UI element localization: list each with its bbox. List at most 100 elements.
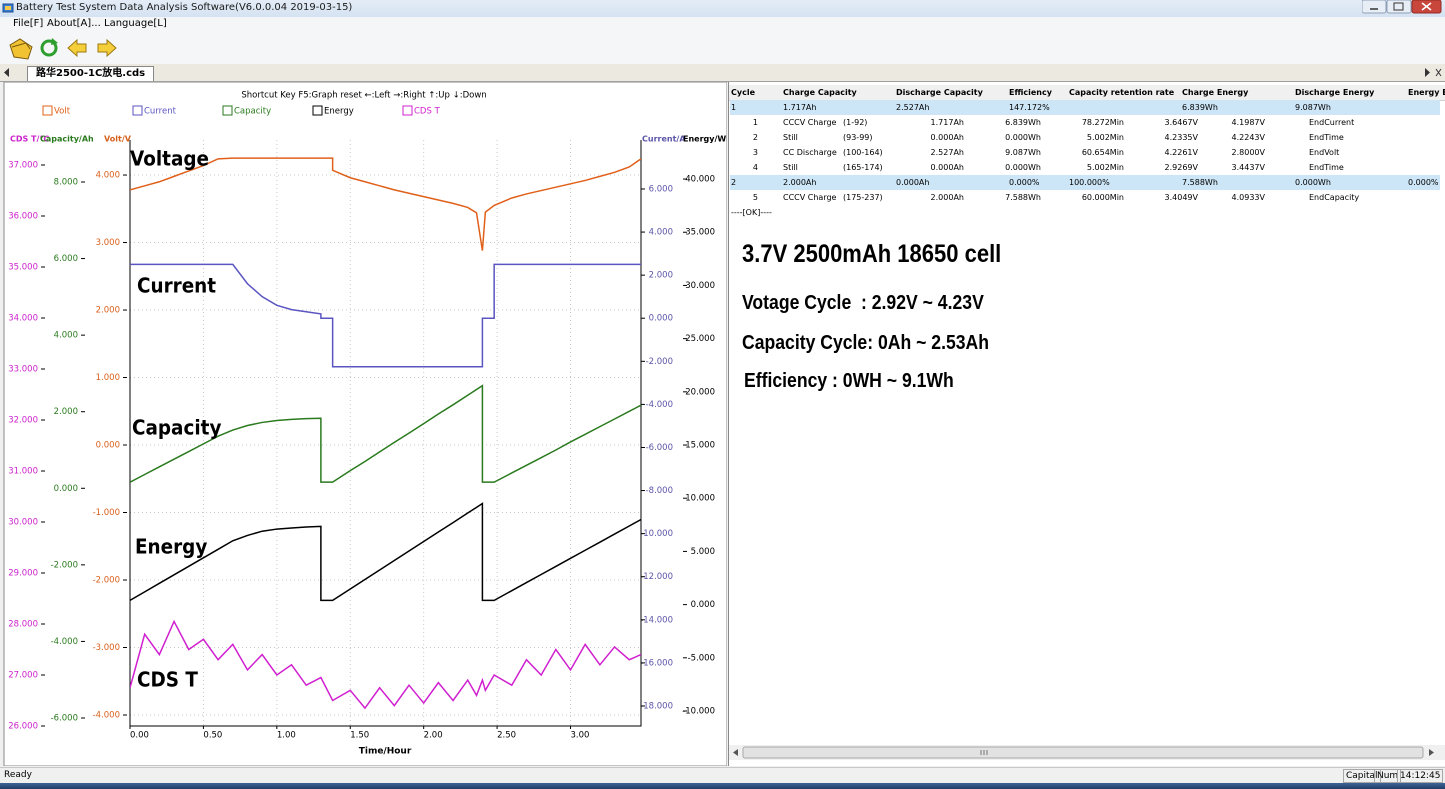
minimize-button[interactable] [1362,0,1386,13]
shortcut-hint: Shortcut Key F5:Graph reset ←:Left →:Rig… [241,91,486,101]
table-cell: CCCV Charge [783,115,836,130]
table-cell: 6.839Wh [951,115,1041,130]
table-cell: CCCV Charge [783,190,836,205]
y-tick-label: 0.000 [649,314,673,324]
table-cell: 1.717Ah [783,100,816,115]
legend-swatch [133,106,142,115]
y-tick-label: -4.000 [646,400,673,410]
toolbar [0,32,1445,64]
y-tick-label: 4.000 [649,228,673,238]
legend-swatch [403,106,412,115]
table-cell: (1-92) [843,115,867,130]
y-tick-label: -2.000 [93,576,120,586]
y-tick-label: 27.000 [8,670,38,680]
y-tick-label: -10.000 [640,529,673,539]
y-tick-label: -14.000 [640,615,673,625]
y-tick-label: 0.000 [54,484,78,494]
table-cell: CC Discharge [783,145,837,160]
tab-scroll-left[interactable] [3,68,11,77]
back-button[interactable] [68,40,86,56]
y-tick-label: 28.000 [8,619,38,629]
refresh-button[interactable] [42,38,58,55]
y-tick-label: -1.000 [93,508,120,518]
tab-scroll-right[interactable] [1423,68,1443,77]
legend-swatch [223,106,232,115]
y-tick-label: 4.000 [54,331,78,341]
open-button[interactable] [10,39,32,59]
chart: Shortcut Key F5:Graph reset ←:Left →:Rig… [0,82,727,766]
table-cell: 7.588Wh [1182,175,1218,190]
y-tick-label: 25.000 [685,334,715,344]
table-cell: 9.087Wh [951,145,1041,160]
table-cell: 1 [731,100,736,115]
menu-item[interactable]: Language[L] [104,18,167,29]
table-cell: EndVolt [1309,145,1339,160]
x-tick-label: 1.00 [277,731,296,741]
x-tick-label: 0.50 [203,731,222,741]
legend-swatch [43,106,52,115]
y-tick-label: 33.000 [8,364,38,374]
table-cell: EndCurrent [1309,115,1354,130]
y-tick-label: 10.000 [685,494,715,504]
horizontal-scrollbar[interactable] [729,745,1445,760]
table-cell: 3.4437V [1175,160,1265,175]
window-title: Battery Test System Data Analysis Softwa… [16,2,352,13]
table-header-cell: Cycle [731,85,755,100]
tab-bar [0,64,1445,82]
table-cell: (93-99) [843,130,873,145]
y-tick-label: 15.000 [685,441,715,451]
y-tick-label: -2.000 [646,357,673,367]
forward-button[interactable] [98,40,116,56]
plot-annotation: Capacity [132,416,222,440]
table-cell: 100.000% [1069,175,1110,190]
app-icon [2,2,14,14]
table-header-cell: Discharge Energy [1295,85,1374,100]
status-bar: Ready [0,767,1445,784]
maximize-button[interactable] [1387,0,1411,13]
y-tick-label: -4.000 [93,710,120,720]
plot-annotation: Current [137,274,216,298]
y-tick-label: 0.000 [691,600,715,610]
y-tick-label: 26.000 [8,722,38,732]
x-tick-label: 0.00 [130,731,149,741]
table-cell: 2.8000V [1175,145,1265,160]
table-header-cell: Energy E [1408,85,1445,100]
table-header-cell: Capacity retention rate [1069,85,1174,100]
y-tick-label: -18.000 [640,701,673,711]
table-cell: 4.1987V [1175,115,1265,130]
y-tick-label: 34.000 [8,313,38,323]
y-tick-label: 1.000 [96,373,120,383]
menu-item[interactable]: File[F] [13,18,43,29]
y-tick-label: -3.000 [93,643,120,653]
toolbar-icons [6,35,126,63]
y-tick-label: 30.000 [685,281,715,291]
legend-label: Volt [54,107,71,117]
y-tick-label: -8.000 [646,486,673,496]
axis-title: Volt/V [104,135,132,144]
y-tick-label: -6.000 [646,443,673,453]
document-tab[interactable]: 路华2500-1C放电.cds [27,66,154,81]
y-tick-label: 31.000 [8,466,38,476]
table-cell: 4 [728,160,758,175]
y-tick-label: 37.000 [8,160,38,170]
table-cell: 2 [728,130,758,145]
table-cell: 147.172% [1009,100,1050,115]
menu-item[interactable]: About[A]... [47,18,101,29]
table-header-cell: Efficiency [1009,85,1052,100]
y-tick-label: 5.000 [691,547,715,557]
y-tick-label: 29.000 [8,568,38,578]
y-tick-label: 2.000 [54,407,78,417]
legend-label: Energy [324,107,354,117]
window-controls [1362,0,1442,14]
table-cell: 2.527Ah [896,100,929,115]
table-header-cell: Charge Energy [1182,85,1248,100]
table-cell: 6.839Wh [1182,100,1218,115]
y-tick-label: 32.000 [8,415,38,425]
legend-label: CDS T [414,107,441,117]
table-cell: 7.588Wh [951,190,1041,205]
result-panel: CycleCharge CapacityDischarge CapacityEf… [728,82,1445,766]
note-text: Efficiency : 0WH ~ 9.1Wh [744,371,954,391]
y-tick-label: -5.000 [688,653,715,663]
y-tick-label: 2.000 [96,306,120,316]
